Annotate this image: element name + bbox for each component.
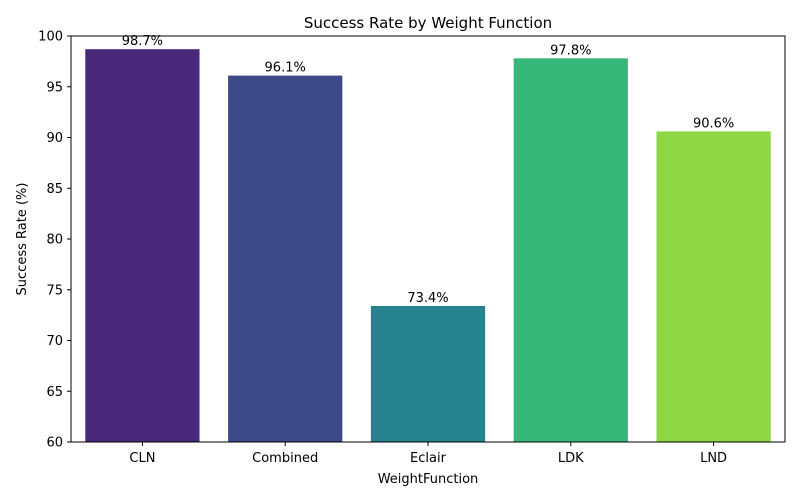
x-axis-ticks: CLN Combined Eclair LDK LND [129,442,727,466]
y-tick-label: 65 [46,385,63,400]
y-tick-label: 75 [46,283,63,298]
bar-cln [85,49,200,442]
x-tick-label: CLN [129,451,155,466]
chart-title: Success Rate by Weight Function [304,14,552,32]
y-tick-label: 70 [46,334,63,349]
data-label-combined: 96.1% [265,61,306,76]
data-label-ldk: 97.8% [550,43,591,58]
y-tick-label: 85 [46,182,63,197]
bar-ldk [513,58,628,442]
x-tick-label: LND [700,451,727,466]
y-axis-ticks: 60 65 70 75 80 85 90 95 100 [38,30,71,451]
y-tick-label: 100 [38,30,63,45]
bar-lnd [656,131,771,442]
y-tick-label: 95 [46,80,63,95]
y-tick-label: 60 [46,436,63,451]
y-tick-label: 90 [46,131,63,146]
data-label-eclair: 73.4% [407,291,448,306]
data-labels-group: 98.7% 96.1% 73.4% 97.8% 90.6% [122,34,735,306]
bars-group [85,49,771,443]
data-label-cln: 98.7% [122,34,163,49]
data-label-lnd: 90.6% [693,116,734,131]
bar-combined [228,75,343,443]
bar-eclair [370,305,486,442]
y-tick-label: 80 [46,233,63,248]
y-axis-label: Success Rate (%) [15,183,30,296]
x-axis-label: WeightFunction [378,472,479,487]
x-tick-label: Combined [252,451,318,466]
x-tick-label: Eclair [410,451,447,466]
x-tick-label: LDK [558,451,584,466]
